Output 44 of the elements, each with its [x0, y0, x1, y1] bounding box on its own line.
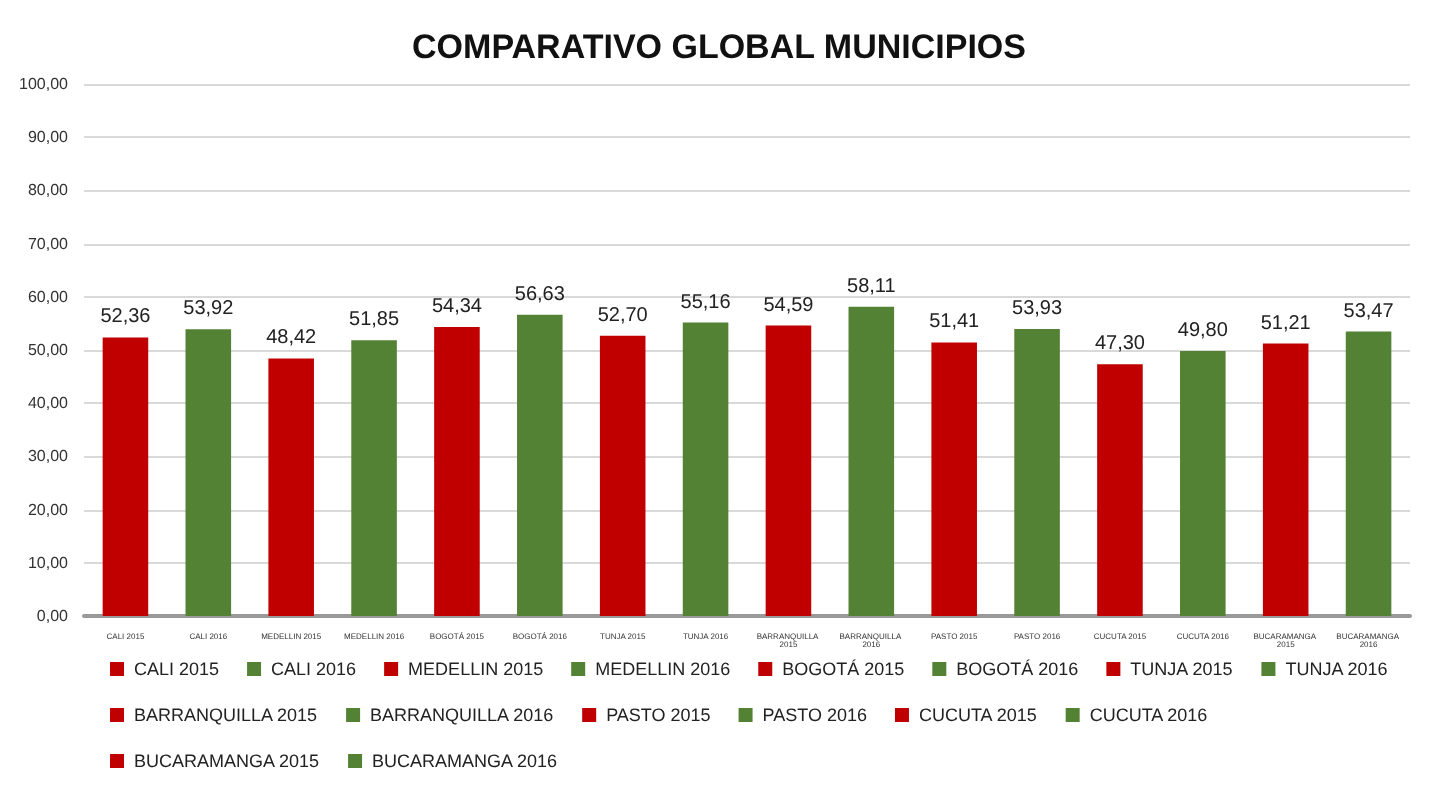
legend-label: CUCUTA 2015 — [918, 705, 1037, 725]
data-label: 54,34 — [431, 295, 483, 318]
legend-label: BUCARAMANGA 2015 — [134, 751, 320, 771]
y-tick-label: 90,00 — [27, 128, 70, 147]
y-tick-label: 100,00 — [19, 75, 70, 93]
legend-label: CUCUTA 2016 — [1089, 705, 1208, 725]
legend-label: TUNJA 2016 — [1285, 659, 1388, 679]
y-tick-label: 50,00 — [27, 341, 70, 359]
legend-label: BUCARAMANGA 2016 — [372, 751, 558, 771]
data-label: 53,93 — [1012, 298, 1063, 321]
y-tick-label: 70,00 — [27, 234, 70, 253]
data-label: 55,16 — [680, 291, 732, 314]
legend-label: CALI 2016 — [271, 659, 357, 679]
data-label: 52,70 — [597, 304, 649, 327]
y-tick-label: 60,00 — [27, 287, 70, 306]
data-label: 54,59 — [763, 294, 815, 317]
legend-label: MEDELLIN 2016 — [595, 659, 731, 679]
data-label: 56,63 — [514, 283, 566, 306]
data-label: 51,85 — [349, 309, 400, 332]
data-label: 53,92 — [183, 298, 235, 321]
legend-label: BOGOTÁ 2016 — [956, 659, 1079, 679]
data-label: 49,80 — [1177, 320, 1229, 343]
legend-label: BARRANQUILLA 2016 — [370, 705, 554, 725]
y-tick-label: 10,00 — [27, 553, 70, 572]
data-label: 53,47 — [1343, 300, 1395, 323]
y-tick-label: 20,00 — [27, 500, 70, 519]
data-label: 52,36 — [100, 306, 152, 329]
y-tick-label: 0,00 — [36, 607, 70, 625]
legend-label: CALI 2015 — [134, 659, 220, 679]
data-label: 51,41 — [929, 311, 981, 334]
y-tick-label: 30,00 — [27, 447, 70, 466]
y-tick-label: 40,00 — [27, 394, 70, 413]
legend-label: BOGOTÁ 2015 — [782, 659, 905, 679]
legend-label: TUNJA 2015 — [1130, 659, 1233, 679]
chart-title: COMPARATIVO GLOBAL MUNICIPIOS — [412, 28, 1026, 66]
y-tick-label: 80,00 — [27, 181, 70, 200]
data-label: 51,21 — [1260, 312, 1312, 335]
legend-label: MEDELLIN 2015 — [408, 659, 544, 679]
legend-label: PASTO 2015 — [606, 705, 711, 725]
data-label: 47,30 — [1094, 333, 1146, 356]
data-label: 58,11 — [847, 275, 897, 298]
legend-label: BARRANQUILLA 2015 — [134, 705, 318, 725]
data-label: 48,42 — [266, 327, 318, 350]
legend-label: PASTO 2016 — [762, 705, 867, 725]
